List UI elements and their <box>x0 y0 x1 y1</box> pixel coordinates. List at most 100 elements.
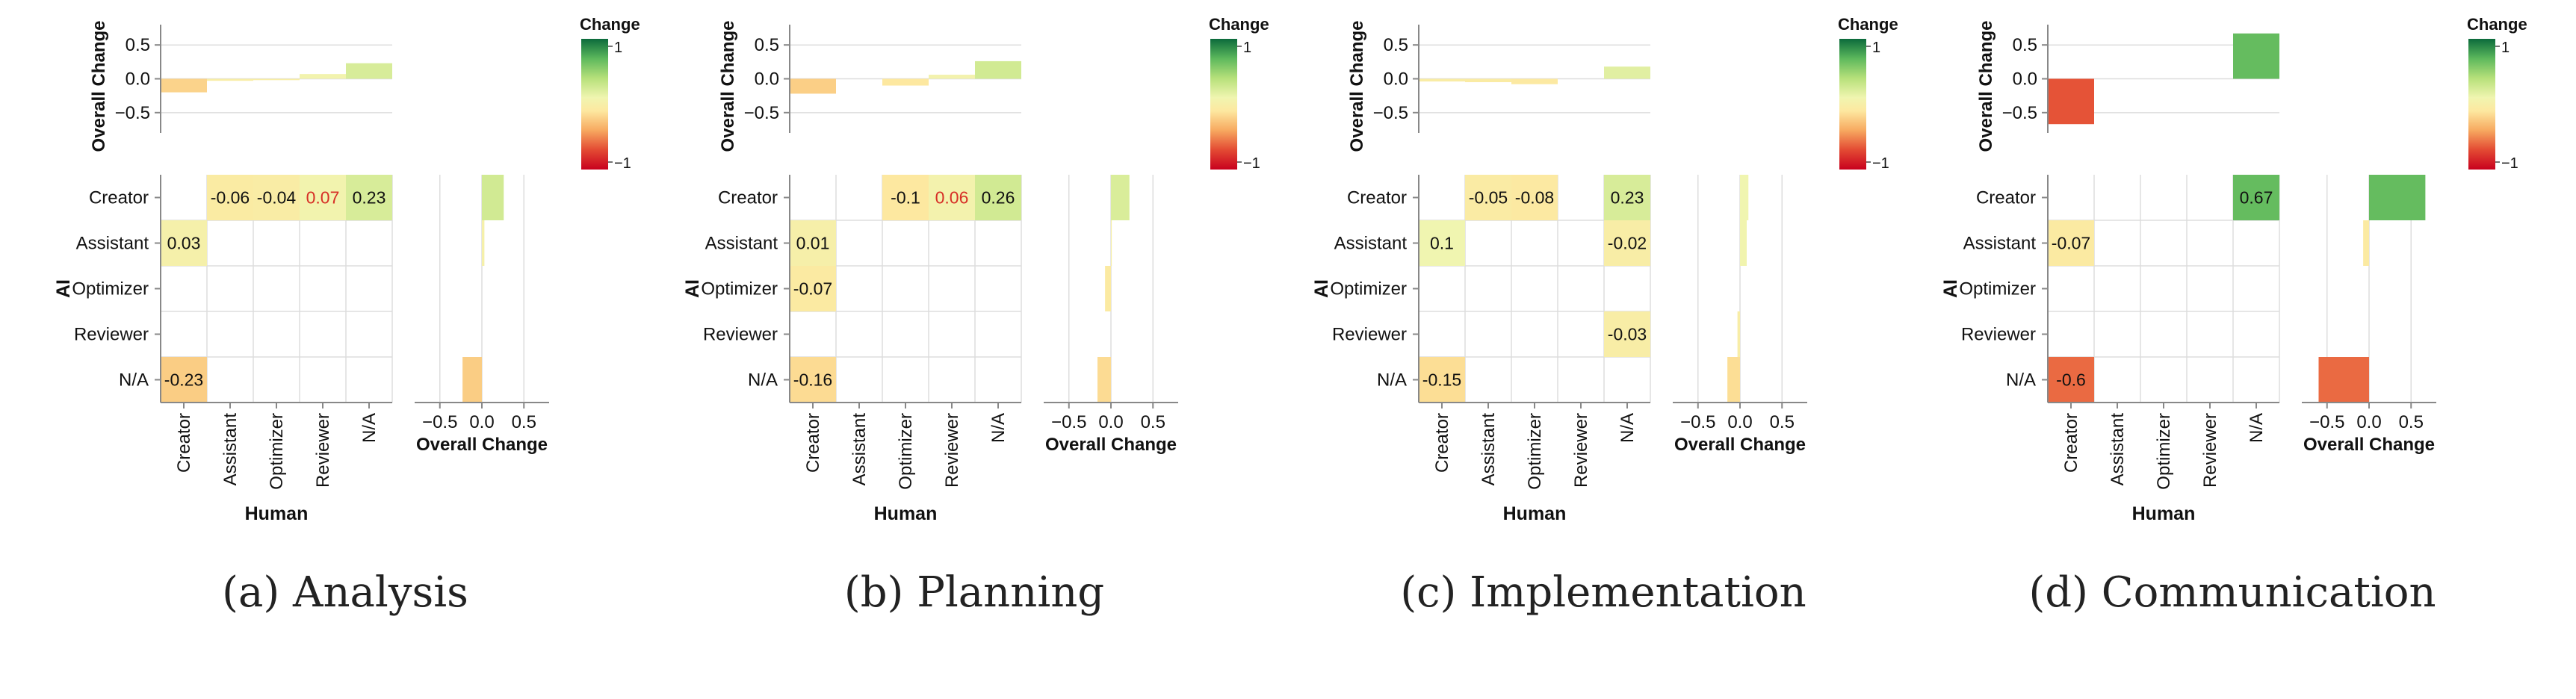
heatmap-y-axis-title: AI <box>682 279 703 298</box>
color-legend: Change 1 −1 <box>2467 15 2527 172</box>
right-x-axis-title: Overall Change <box>2303 435 2435 455</box>
top-y-axis-title: Overall Change <box>1347 20 1367 152</box>
heatmap-cell <box>975 175 1021 220</box>
heatmap-cell <box>790 357 836 403</box>
heatmap-y-axis-title: AI <box>1940 279 1961 298</box>
heatmap-x-axis-title: Human <box>874 503 938 524</box>
heatmap-cell-label: 0.23 <box>1611 188 1644 208</box>
top-y-tick-label: 0.5 <box>755 35 779 55</box>
legend-title: Change <box>580 15 640 34</box>
top-y-tick-label: 0.5 <box>126 35 150 55</box>
heatmap-x-tick-label: Optimizer <box>2154 413 2174 490</box>
top-y-tick-label: −0.5 <box>744 103 779 123</box>
top-y-tick-label: 0.5 <box>1384 35 1408 55</box>
legend-min-label: −1 <box>1872 155 1889 172</box>
heatmap-x-tick-label: Assistant <box>2108 413 2128 486</box>
right-x-tick-label: −0.5 <box>2309 412 2344 432</box>
top-bar <box>1511 78 1558 84</box>
heatmap-y-axis-title: AI <box>1311 279 1332 298</box>
heatmap-cell <box>929 175 975 220</box>
legend-title: Change <box>2467 15 2527 34</box>
right-bar <box>482 220 485 266</box>
heatmap-cell <box>1465 175 1511 220</box>
top-y-tick-label: −0.5 <box>115 103 150 123</box>
legend-max-label: 1 <box>1872 40 1880 56</box>
heatmap-x-tick-label: Assistant <box>849 413 870 486</box>
legend-min-label: −1 <box>2501 155 2518 172</box>
heatmap-cell <box>207 175 253 220</box>
right-x-tick-label: 0.5 <box>1141 412 1165 432</box>
heatmap-cell-label: 0.1 <box>1430 234 1454 253</box>
right-x-tick-label: 0.5 <box>2399 412 2424 432</box>
heatmap-x-tick-label: Reviewer <box>313 413 333 488</box>
heatmap-x-tick-label: N/A <box>988 413 1009 443</box>
heatmap-x-tick-label: N/A <box>1617 413 1638 443</box>
heatmap-y-tick-label: Assistant <box>1334 234 1408 254</box>
legend-colorbar <box>1210 39 1237 170</box>
top-y-tick-label: 0.5 <box>2013 35 2037 55</box>
top-y-tick-label: −0.5 <box>1373 103 1408 123</box>
heatmap-cell-label: -0.03 <box>1608 325 1647 344</box>
heatmap-cell <box>2233 175 2279 220</box>
right-bar <box>2369 175 2426 220</box>
heatmap: 0.67 -0.07 -0.6 Creator Assistant Optimizer Re… <box>1940 175 2280 524</box>
right-x-tick-label: 0.0 <box>2356 412 2381 432</box>
heatmap-cell <box>161 220 207 266</box>
heatmap-cell <box>790 266 836 311</box>
heatmap-x-tick-label: Assistant <box>220 413 241 486</box>
right-bar <box>2318 357 2369 403</box>
right-bar <box>1737 311 1740 357</box>
top-bar <box>790 78 836 94</box>
heatmap-y-tick-label: N/A <box>2006 370 2036 391</box>
heatmap: -0.1 0.06 0.26 0.01 -0.07 -0.16 Creator Assista… <box>682 175 1022 524</box>
color-legend: Change 1 −1 <box>1209 15 1269 172</box>
heatmap-y-tick-label: Optimizer <box>701 279 778 299</box>
heatmap-cell <box>2048 357 2094 403</box>
heatmap-cell-label: -0.23 <box>164 370 203 390</box>
right-x-axis-title: Overall Change <box>416 435 548 455</box>
heatmap-cell <box>882 175 929 220</box>
right-x-tick-label: −0.5 <box>422 412 457 432</box>
heatmap-x-tick-label: N/A <box>359 413 380 443</box>
heatmap-cell-label: -0.06 <box>211 188 250 208</box>
right-x-tick-label: 0.5 <box>512 412 536 432</box>
right-bar <box>1111 220 1112 266</box>
right-overall-bars: −0.5 0.0 0.5 Overall Change <box>1673 175 1807 455</box>
heatmap-cell <box>1419 357 1465 403</box>
heatmap-y-tick-label: Reviewer <box>703 325 778 345</box>
heatmap-y-tick-label: N/A <box>748 370 778 391</box>
heatmap-cell-label: 0.23 <box>353 188 386 208</box>
legend-colorbar <box>2468 39 2495 170</box>
right-x-tick-label: 0.5 <box>1770 412 1795 432</box>
panel-caption: (b) Planning <box>844 568 1104 617</box>
heatmap-x-tick-label: Assistant <box>1479 413 1499 486</box>
top-bar <box>346 63 392 79</box>
heatmap-cell-label: 0.67 <box>2240 188 2273 208</box>
heatmap-x-tick-label: Optimizer <box>896 413 916 490</box>
heatmap-y-tick-label: Reviewer <box>1332 325 1407 345</box>
heatmap-y-tick-label: Optimizer <box>1959 279 2036 299</box>
right-x-tick-label: −0.5 <box>1680 412 1715 432</box>
right-bar <box>1740 175 1749 220</box>
top-bar <box>2048 78 2094 125</box>
heatmap-y-tick-label: Assistant <box>1963 234 2037 254</box>
heatmap-y-tick-label: Creator <box>1347 188 1407 208</box>
legend-max-label: 1 <box>2501 40 2510 56</box>
heatmap-cell <box>161 357 207 403</box>
legend-title: Change <box>1838 15 1898 34</box>
heatmap-y-tick-label: N/A <box>1377 370 1407 391</box>
right-x-tick-label: 0.0 <box>1727 412 1752 432</box>
panel-2: -0.1 0.06 0.260.01-0.07-0.16CreatorAssista… <box>682 15 1269 617</box>
legend-min-label: −1 <box>1243 155 1260 172</box>
heatmap-cell-label: -0.1 <box>891 188 920 208</box>
heatmap-cell <box>2048 220 2094 266</box>
heatmap-x-tick-label: Reviewer <box>2200 413 2220 488</box>
top-overall-bars: 0.5 0.0 −0.5 Overall Change <box>1347 20 1650 152</box>
top-bar <box>1604 66 1650 79</box>
top-y-tick-label: 0.0 <box>1384 69 1408 90</box>
heatmap-cell-label: 0.03 <box>167 234 201 253</box>
top-bar <box>300 74 346 79</box>
top-y-axis-title: Overall Change <box>1976 20 1996 152</box>
heatmap-cell <box>346 175 392 220</box>
top-bar <box>882 78 929 86</box>
